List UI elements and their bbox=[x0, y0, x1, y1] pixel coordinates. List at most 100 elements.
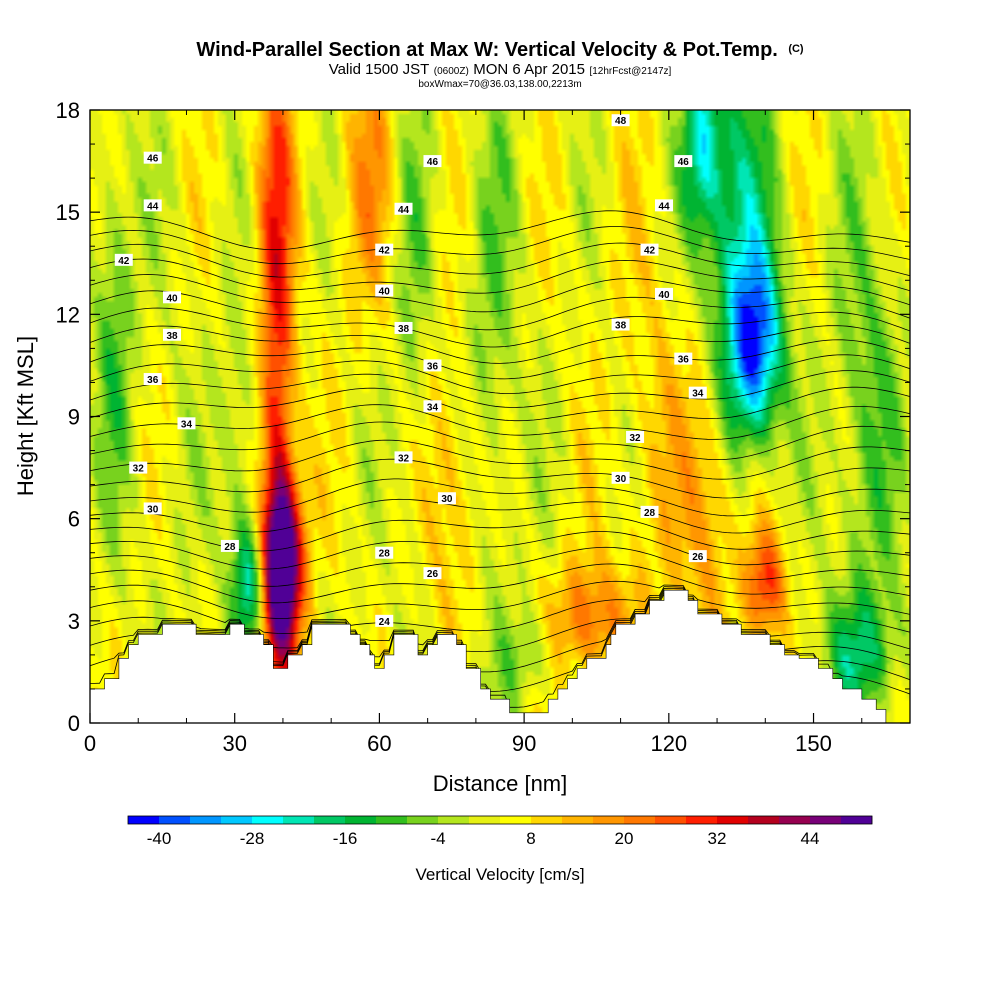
theta-label: 26 bbox=[688, 550, 707, 563]
theta-label: 42 bbox=[375, 243, 394, 257]
theta-label-text: 34 bbox=[692, 389, 704, 400]
theta-label: 36 bbox=[423, 359, 442, 372]
theta-label-text: 42 bbox=[644, 246, 656, 257]
theta-label: 38 bbox=[163, 328, 181, 342]
theta-label: 32 bbox=[394, 451, 413, 464]
theta-label-box bbox=[423, 155, 442, 168]
theta-label-text: 44 bbox=[147, 201, 159, 212]
chart-title: Wind-Parallel Section at Max W: Vertical… bbox=[196, 39, 804, 61]
colorbar-swatch bbox=[345, 816, 377, 824]
theta-label-box bbox=[375, 243, 394, 256]
theta-label-text: 36 bbox=[678, 355, 690, 366]
theta-contour-line bbox=[90, 580, 910, 619]
y-tick-label: 18 bbox=[56, 98, 80, 123]
theta-contour-line bbox=[90, 478, 910, 517]
theta-label: 48 bbox=[611, 114, 630, 127]
theta-label: 30 bbox=[437, 492, 456, 505]
theta-contour-line bbox=[90, 593, 910, 708]
theta-label: 36 bbox=[143, 373, 162, 386]
theta-label-text: 38 bbox=[615, 321, 627, 332]
colorbar-swatch bbox=[159, 816, 191, 824]
theta-label-box bbox=[423, 567, 442, 580]
theta-label: 28 bbox=[640, 505, 659, 519]
theta-contour-line bbox=[90, 531, 910, 570]
theta-label: 36 bbox=[674, 352, 693, 366]
theta-label-box bbox=[143, 199, 162, 212]
theta-label-text: 24 bbox=[379, 617, 391, 628]
theta-label-box bbox=[163, 291, 181, 304]
theta-label-box bbox=[394, 202, 413, 215]
colorbar-swatch bbox=[748, 816, 780, 824]
x-tick-label: 120 bbox=[650, 731, 687, 756]
theta-label: 40 bbox=[655, 287, 673, 301]
colorbar-swatch bbox=[779, 816, 811, 824]
theta-label: 46 bbox=[423, 155, 442, 168]
x-tick-label: 0 bbox=[84, 731, 96, 756]
theta-label: 44 bbox=[143, 199, 162, 212]
theta-label-text: 30 bbox=[441, 494, 453, 505]
theta-label-text: 28 bbox=[644, 508, 656, 519]
theta-contours bbox=[90, 210, 910, 708]
theta-contour-line bbox=[90, 458, 910, 499]
theta-label-text: 40 bbox=[379, 286, 391, 297]
theta-label: 46 bbox=[674, 155, 693, 168]
theta-label: 46 bbox=[143, 151, 162, 165]
theta-label: 44 bbox=[394, 202, 413, 216]
theta-contour-line bbox=[90, 546, 910, 587]
theta-label-text: 26 bbox=[427, 569, 439, 580]
colorbar-swatch bbox=[655, 816, 687, 824]
theta-label-box bbox=[143, 151, 162, 164]
theta-label-text: 36 bbox=[147, 375, 159, 386]
colorbar-frame bbox=[127, 815, 873, 825]
theta-label-text: 44 bbox=[658, 201, 670, 212]
colorbar-swatch bbox=[593, 816, 625, 824]
terrain-mask bbox=[90, 589, 910, 723]
theta-contour-line bbox=[90, 404, 910, 440]
colorbar-swatch bbox=[376, 816, 408, 824]
theta-label: 26 bbox=[423, 567, 442, 580]
theta-label-text: 34 bbox=[181, 419, 193, 430]
colorbar bbox=[127, 815, 873, 825]
theta-contour-line bbox=[90, 586, 910, 634]
theta-contour-line bbox=[90, 370, 910, 408]
theta-label-text: 34 bbox=[427, 402, 439, 413]
x-tick-label: 30 bbox=[222, 731, 246, 756]
theta-label-text: 36 bbox=[427, 361, 439, 372]
theta-label-box bbox=[640, 505, 659, 518]
theta-label-box bbox=[674, 352, 693, 365]
y-tick-label: 3 bbox=[68, 609, 80, 634]
theta-label: 30 bbox=[611, 471, 630, 485]
theta-label: 42 bbox=[640, 243, 659, 257]
theta-contour-line bbox=[90, 242, 910, 278]
theta-label: 42 bbox=[114, 253, 133, 267]
theta-label-box bbox=[394, 451, 413, 464]
theta-label-box bbox=[129, 461, 148, 474]
theta-contour-line bbox=[90, 421, 910, 461]
theta-label-box bbox=[375, 614, 394, 627]
theta-label-text: 46 bbox=[427, 157, 439, 168]
theta-label-text: 46 bbox=[147, 154, 159, 165]
colorbar-swatch bbox=[221, 816, 253, 824]
theta-label: 30 bbox=[143, 502, 162, 515]
theta-label-box bbox=[626, 430, 645, 443]
theta-contour-line bbox=[90, 587, 910, 652]
y-tick-label: 6 bbox=[68, 507, 80, 532]
plot-area: 46 44 42 40 38 36 34 32 30 28 46 44 42 40 38 36 34 32 30 28… bbox=[90, 110, 910, 723]
y-tick-label: 0 bbox=[68, 711, 80, 736]
theta-contour-line bbox=[90, 563, 910, 604]
theta-label-box bbox=[375, 284, 394, 297]
colorbar-tick-label: -40 bbox=[147, 829, 172, 848]
theta-contour-line bbox=[90, 258, 910, 294]
colorbar-tick-label: -4 bbox=[430, 829, 445, 848]
theta-label-text: 38 bbox=[166, 331, 178, 342]
theta-label-box bbox=[423, 400, 442, 413]
colorbar-tick-label: -16 bbox=[333, 829, 358, 848]
theta-label: 44 bbox=[655, 199, 673, 212]
theta-label: 34 bbox=[177, 417, 196, 430]
theta-label-box bbox=[394, 321, 413, 334]
theta-label: 38 bbox=[611, 318, 630, 332]
colorbar-swatch bbox=[469, 816, 501, 824]
colorbar-tick-label: 8 bbox=[526, 829, 535, 848]
